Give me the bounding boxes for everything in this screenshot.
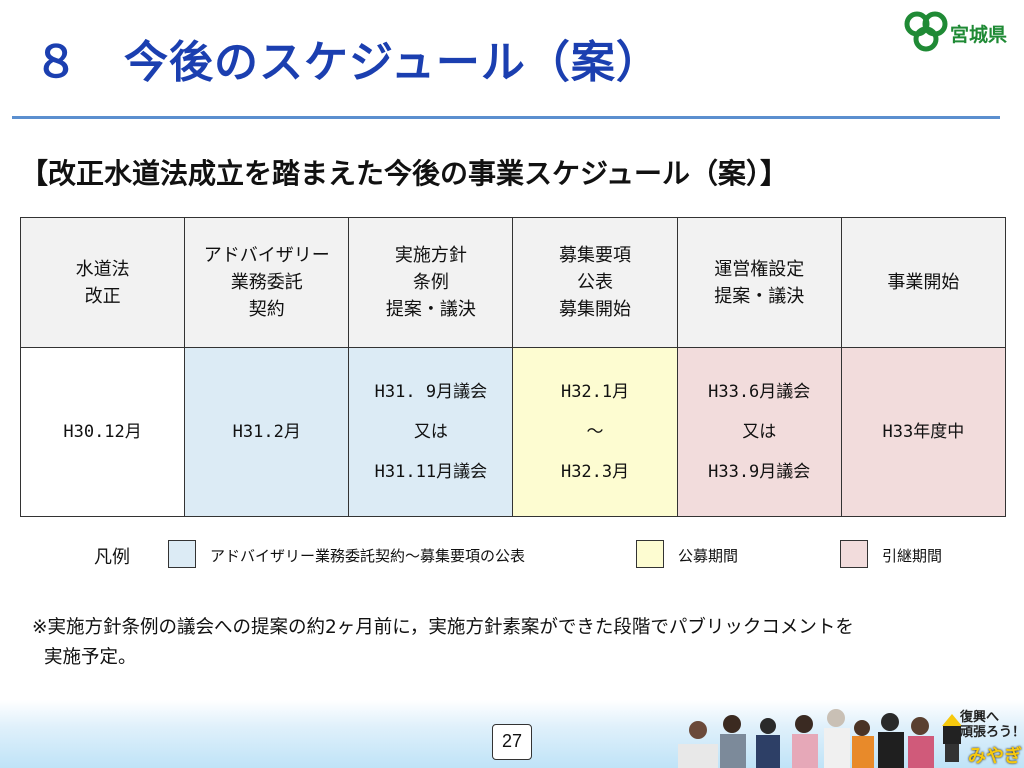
header-line: 条例 [412,272,449,293]
header-line: 運営権設定 [714,258,805,280]
date-cell-business-start: H33年度中 [840,347,1007,517]
mascot-icon [942,714,962,762]
header-line: 実施方針 [394,245,467,266]
header-line: 募集開始 [559,299,632,320]
header-cell-business-start: 事業開始 [840,217,1007,348]
slogan-brand: みやぎ [968,746,1022,767]
header-line: 改正 [84,285,121,307]
legend-label-public-offering: 公募期間 [678,547,739,565]
header-line: 契約 [248,299,285,320]
date-line: H32.3月 [560,462,630,482]
miyagi-emblem-icon [904,11,948,52]
header-line: アドバイザリー [203,245,330,266]
slogan-text: 復興へ 頑張ろう！ [960,710,1024,740]
header-line: 水道法 [75,258,130,280]
footnote-line: ※実施方針条例の議会への提案の約2ヶ月前に，実施方針素案ができた段階でパブリック… [32,617,854,638]
slogan-line: 復興へ [960,710,1000,725]
header-cell-law-revision: 水道法 改正 [19,217,186,348]
legend-swatch-public-offering [636,540,664,568]
people-photo-icon [678,709,934,768]
miyagi-logo: 宮城県 [898,8,1018,52]
date-cell-implementation-policy: H31. 9月議会 又は H31.11月議会 [348,347,514,517]
date-line: 又は [413,422,448,442]
legend-swatch-handover [840,540,868,568]
logo-text: 宮城県 [950,24,1008,46]
date-line: H31. 9月議会 [374,382,488,402]
header-line: 募集要項 [559,245,632,266]
date-cell-operating-rights: H33.6月議会 又は H33.9月議会 [676,347,842,517]
date-cell-law-revision: H30.12月 [19,347,186,517]
header-line: 公表 [577,272,614,293]
date-line: H31.11月議会 [374,462,488,482]
date-line: H33.6月議会 [708,382,811,402]
slogan-line: 頑張ろう！ [960,725,1024,740]
footnote: ※実施方針条例の議会への提案の約2ヶ月前に，実施方針素案ができた段階でパブリック… [32,613,1002,673]
schedule-table: 水道法 改正 アドバイザリー 業務委託 契約 実施方針 条例 提案・議決 募集要… [19,217,1007,517]
header-line: 提案・議決 [385,299,476,320]
header-cell-recruitment: 募集要項 公表 募集開始 [512,217,678,348]
date-line: H31.2月 [232,422,301,442]
date-cell-advisory-contract: H31.2月 [184,347,350,517]
date-line: H32.1月 [560,382,630,402]
legend-swatch-advisory [168,540,196,568]
fukko-mascot-logo: 復興へ 頑張ろう！ みやぎ [940,704,1024,768]
date-line: H33.9月議会 [708,462,811,482]
header-line: 事業開始 [887,272,960,293]
date-line: H33年度中 [882,422,965,442]
section-subtitle: 【改正水道法成立を踏まえた今後の事業スケジュール（案）】 [20,157,789,190]
table-row: H30.12月 H31.2月 H31. 9月議会 又は H31.11月議会 H3… [19,347,1007,517]
page-number: 27 [492,724,532,760]
title-divider [12,116,1000,119]
date-cell-recruitment: H32.1月 ～ H32.3月 [512,347,678,517]
date-line: ～ [586,422,604,442]
header-line: 提案・議決 [714,285,805,307]
date-line: 又は [742,422,777,442]
header-cell-implementation-policy: 実施方針 条例 提案・議決 [348,217,514,348]
page-title: ８ 今後のスケジュール（案） [34,37,661,88]
header-cell-advisory-contract: アドバイザリー 業務委託 契約 [184,217,350,348]
header-line: 業務委託 [230,272,303,293]
footnote-line: 実施予定。 [44,647,137,668]
table-header-row: 水道法 改正 アドバイザリー 業務委託 契約 実施方針 条例 提案・議決 募集要… [19,217,1007,348]
date-line: H30.12月 [63,422,142,442]
legend-title: 凡例 [94,547,130,568]
legend-label-advisory: アドバイザリー業務委託契約～募集要項の公表 [210,547,526,565]
header-cell-operating-rights: 運営権設定 提案・議決 [676,217,842,348]
legend-label-handover: 引継期間 [882,547,943,565]
